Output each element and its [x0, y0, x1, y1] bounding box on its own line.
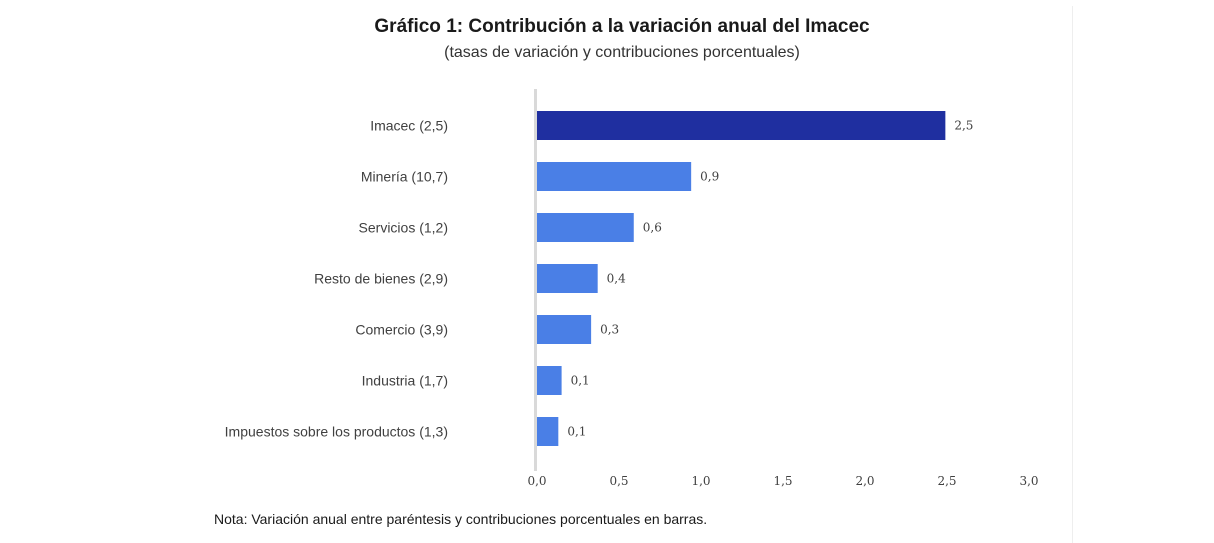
category-label: Impuestos sobre los productos (1,3)	[225, 424, 448, 440]
bar	[537, 111, 946, 140]
x-tick-label: 1,0	[691, 474, 710, 488]
bar	[537, 315, 592, 344]
category-label: Resto de bienes (2,9)	[314, 271, 448, 287]
data-label: 0,6	[643, 221, 662, 235]
bar	[537, 162, 692, 191]
x-tick-label: 0,5	[609, 474, 628, 488]
data-label: 0,4	[607, 272, 626, 286]
chart-subtitle: (tasas de variación y contribuciones por…	[444, 44, 800, 61]
x-tick-label: 0,0	[527, 474, 546, 488]
data-label: 0,3	[600, 323, 619, 337]
x-tick-label: 2,5	[937, 474, 956, 488]
chart-note: Nota: Variación anual entre paréntesis y…	[214, 511, 708, 527]
x-tick-label: 1,5	[773, 474, 792, 488]
bar	[537, 264, 598, 293]
category-label: Imacec (2,5)	[370, 118, 448, 134]
category-label: Comercio (3,9)	[355, 322, 448, 338]
data-label: 0,1	[567, 425, 586, 439]
x-tick-label: 3,0	[1019, 474, 1038, 488]
bar	[537, 366, 562, 395]
bar	[537, 213, 634, 242]
x-tick-label: 2,0	[855, 474, 874, 488]
category-label: Industria (1,7)	[362, 373, 448, 389]
data-label: 0,9	[700, 170, 719, 184]
category-label: Minería (10,7)	[361, 169, 448, 185]
bar	[537, 417, 559, 446]
category-label: Servicios (1,2)	[359, 220, 448, 236]
frame-divider	[1072, 6, 1073, 543]
y-axis-line	[534, 89, 537, 471]
chart-title: Gráfico 1: Contribución a la variación a…	[374, 16, 870, 37]
data-label: 2,5	[954, 119, 973, 133]
data-label: 0,1	[571, 374, 590, 388]
